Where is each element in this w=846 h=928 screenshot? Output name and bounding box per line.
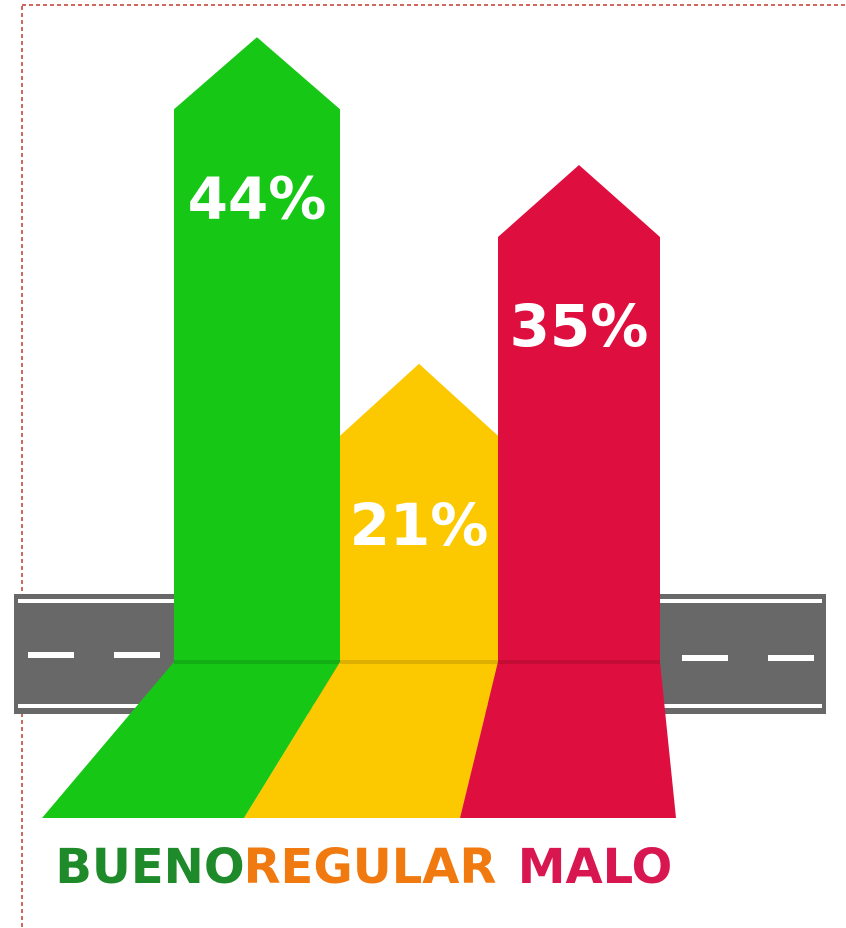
category-label: BUENO	[55, 839, 244, 895]
category-label: MALO	[518, 839, 673, 895]
value-label: 21%	[350, 491, 489, 559]
value-label: 44%	[188, 164, 327, 232]
category-label: REGULAR	[244, 839, 497, 895]
arrow-bar	[498, 165, 660, 662]
arrow-bar	[174, 37, 340, 662]
arrows: 44% BUENO 21% REGULAR 35% MALO	[42, 37, 676, 895]
value-label: 35%	[510, 292, 649, 360]
floor	[460, 662, 676, 818]
chart: 44% BUENO 21% REGULAR 35% MALO	[0, 0, 846, 928]
